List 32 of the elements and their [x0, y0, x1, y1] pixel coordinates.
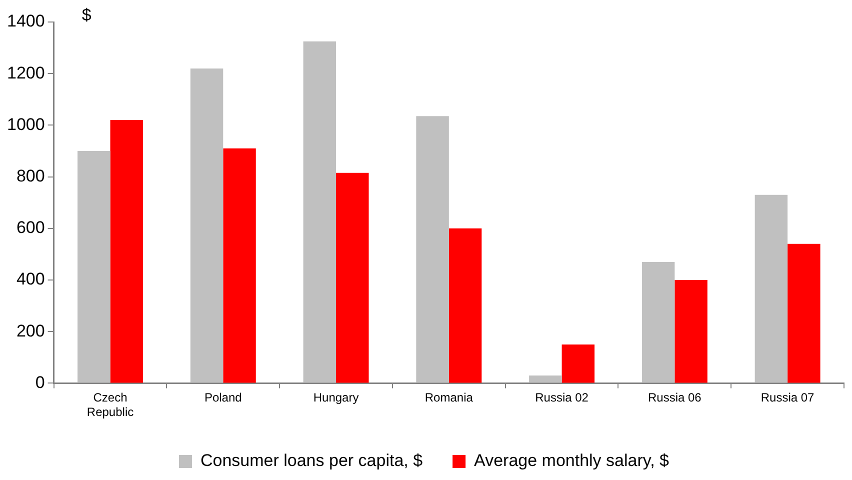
bar: [336, 172, 369, 383]
y-tick-label: 400: [16, 270, 45, 289]
legend-label: Consumer loans per capita, $: [200, 451, 424, 470]
x-tick-label: Hungary: [313, 390, 359, 405]
bar: [448, 228, 482, 383]
bar: [642, 262, 675, 383]
y-tick-label: 1000: [6, 114, 45, 134]
y-tick-label: 1200: [6, 63, 45, 82]
x-tick-label: Russia 07: [760, 390, 815, 405]
x-tick-label: Poland: [204, 390, 242, 405]
x-tick-label: Russia 06: [648, 390, 702, 405]
bar: [303, 41, 336, 383]
x-tick-label: Russia 02: [535, 390, 589, 405]
y-tick-label: 800: [16, 166, 45, 186]
bar: [416, 116, 449, 383]
y-axis-title: $: [82, 6, 92, 25]
bar: [562, 344, 595, 383]
bar: [529, 375, 562, 383]
x-tick-label: Czech Republic: [86, 390, 134, 420]
y-tick-label: 600: [16, 218, 45, 238]
bar: [190, 68, 224, 383]
bar: [110, 120, 143, 383]
bar: [223, 148, 256, 383]
bar: [788, 244, 820, 383]
bar: [754, 194, 788, 383]
bar: [674, 280, 708, 383]
y-tick-label: 0: [35, 372, 45, 392]
bar: [78, 151, 110, 383]
x-tick-label: Romania: [424, 390, 474, 405]
y-tick-label: 200: [16, 321, 45, 340]
y-tick-label: 1400: [6, 12, 45, 31]
legend-label: Average monthly salary, $: [474, 451, 670, 470]
